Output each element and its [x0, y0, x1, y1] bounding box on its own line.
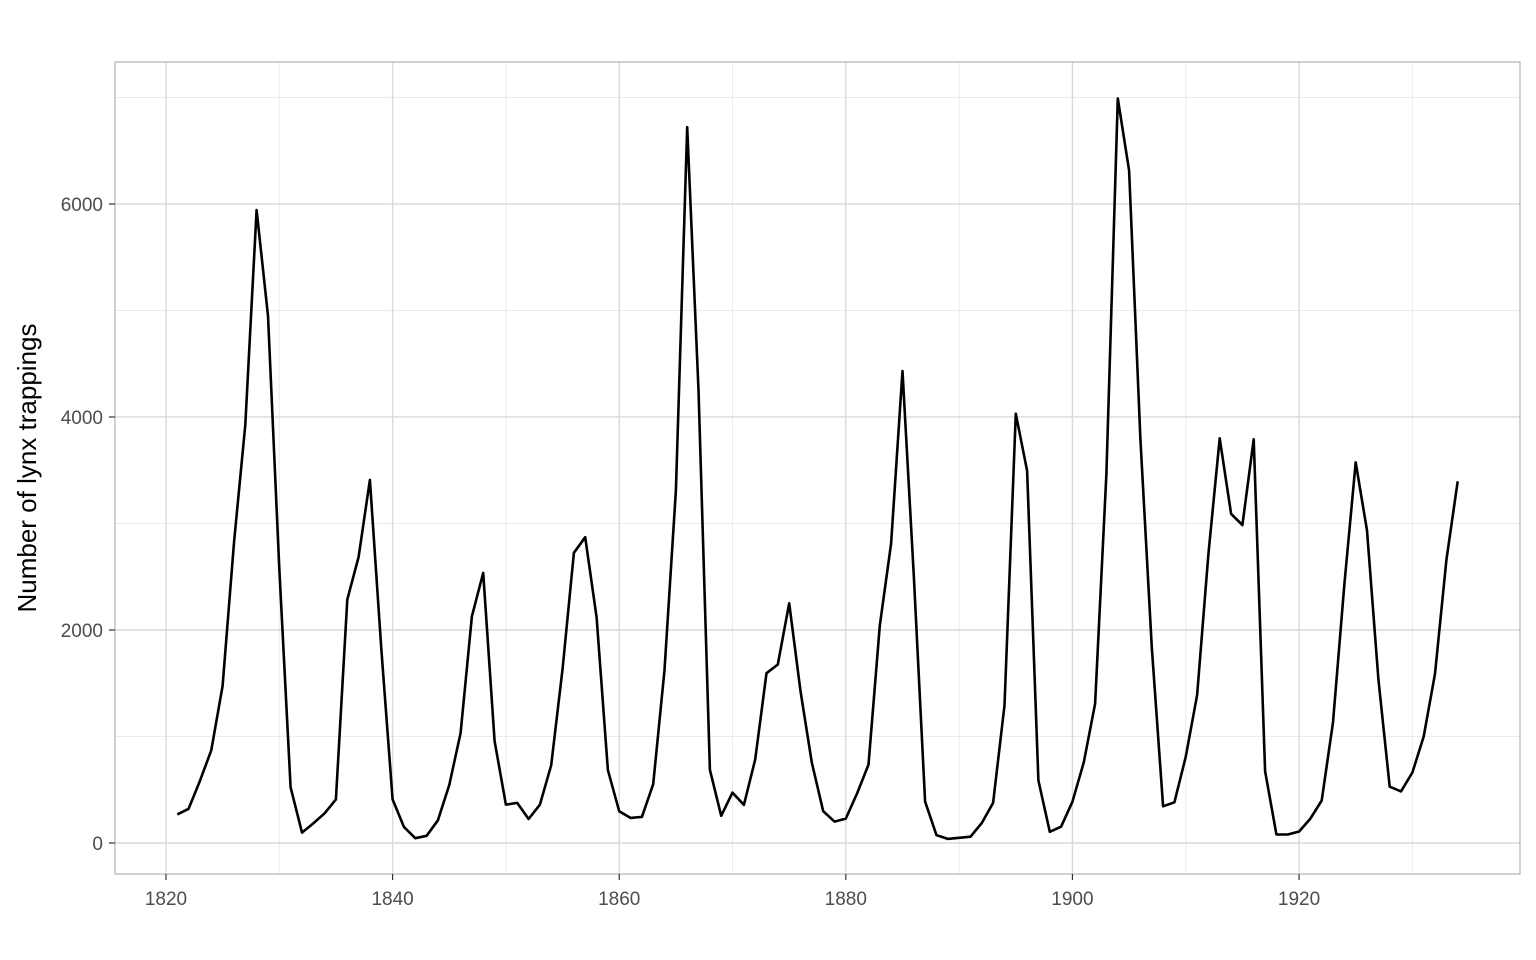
x-tick-label: 1900 [1051, 889, 1093, 910]
x-tick-label: 1920 [1278, 889, 1320, 910]
series-line [176, 97, 1459, 841]
y-tick-label: 6000 [61, 195, 103, 216]
x-tick-label: 1880 [825, 889, 867, 910]
y-tick-label: 0 [92, 834, 103, 855]
x-tick-label: 1860 [598, 889, 640, 910]
grid [115, 62, 1520, 874]
y-axis-label: Number of lynx trappings [12, 323, 42, 612]
axis-ticks: 1820 1840 1860 1880 1900 1920 0 2000 4000 6000 [61, 195, 1320, 910]
y-tick-label: 4000 [61, 408, 103, 429]
x-tick-label: 1820 [145, 889, 187, 910]
plot-panel-border [114, 61, 1521, 875]
x-tick-label: 1840 [371, 889, 413, 910]
y-tick-label: 2000 [61, 621, 103, 642]
